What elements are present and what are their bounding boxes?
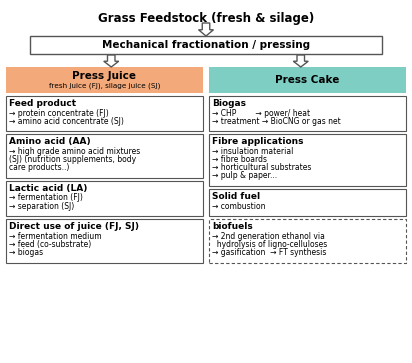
Text: Direct use of juice (FJ, SJ): Direct use of juice (FJ, SJ) bbox=[9, 222, 139, 231]
Text: Grass Feedstock (fresh & silage): Grass Feedstock (fresh & silage) bbox=[98, 12, 314, 25]
FancyBboxPatch shape bbox=[209, 96, 406, 131]
Text: → pulp & paper...: → pulp & paper... bbox=[212, 171, 277, 180]
Text: → insulation material: → insulation material bbox=[212, 147, 293, 156]
Text: → amino acid concentrate (SJ): → amino acid concentrate (SJ) bbox=[9, 117, 124, 126]
Text: → treatment → BioCNG or gas net: → treatment → BioCNG or gas net bbox=[212, 117, 341, 126]
Text: care products..): care products..) bbox=[9, 163, 69, 172]
FancyBboxPatch shape bbox=[6, 219, 203, 263]
Text: → biogas: → biogas bbox=[9, 248, 43, 257]
Text: → gasification  → FT synthesis: → gasification → FT synthesis bbox=[212, 248, 326, 257]
Text: Feed product: Feed product bbox=[9, 98, 76, 107]
Polygon shape bbox=[104, 55, 119, 67]
Text: → separation (SJ): → separation (SJ) bbox=[9, 202, 74, 211]
FancyBboxPatch shape bbox=[209, 134, 406, 186]
Text: Press Juice: Press Juice bbox=[73, 71, 136, 81]
FancyBboxPatch shape bbox=[6, 96, 203, 131]
Text: → protein concentrate (FJ): → protein concentrate (FJ) bbox=[9, 109, 109, 118]
Text: Biogas: Biogas bbox=[212, 98, 246, 107]
Text: hydrolysis of ligno-celluloses: hydrolysis of ligno-celluloses bbox=[212, 240, 327, 249]
Text: → high grade amino acid mixtures: → high grade amino acid mixtures bbox=[9, 147, 140, 156]
Text: → CHP        → power/ heat: → CHP → power/ heat bbox=[212, 109, 310, 118]
Text: fresh juice (FJ), silage juice (SJ): fresh juice (FJ), silage juice (SJ) bbox=[49, 83, 160, 89]
FancyBboxPatch shape bbox=[6, 134, 203, 178]
Text: → fermentation medium: → fermentation medium bbox=[9, 232, 102, 241]
FancyBboxPatch shape bbox=[6, 181, 203, 216]
Text: Lactic acid (LA): Lactic acid (LA) bbox=[9, 184, 87, 192]
Text: Mechanical fractionation / pressing: Mechanical fractionation / pressing bbox=[102, 40, 310, 50]
FancyBboxPatch shape bbox=[209, 189, 406, 216]
FancyBboxPatch shape bbox=[30, 36, 382, 54]
Text: → combustion: → combustion bbox=[212, 202, 265, 211]
Text: → 2nd generation ethanol via: → 2nd generation ethanol via bbox=[212, 232, 325, 241]
Polygon shape bbox=[293, 55, 308, 67]
FancyBboxPatch shape bbox=[209, 219, 406, 263]
Text: (SJ) (nutrition supplements, body: (SJ) (nutrition supplements, body bbox=[9, 155, 136, 164]
Text: → fibre boards: → fibre boards bbox=[212, 155, 267, 164]
Text: Press Cake: Press Cake bbox=[275, 75, 339, 85]
Text: Solid fuel: Solid fuel bbox=[212, 192, 260, 201]
Text: Fibre applications: Fibre applications bbox=[212, 137, 304, 146]
Polygon shape bbox=[199, 23, 213, 36]
Text: biofuels: biofuels bbox=[212, 222, 253, 231]
Text: → fermentation (FJ): → fermentation (FJ) bbox=[9, 193, 83, 203]
Text: → feed (co-substrate): → feed (co-substrate) bbox=[9, 240, 91, 249]
FancyBboxPatch shape bbox=[209, 67, 406, 93]
Text: Amino acid (AA): Amino acid (AA) bbox=[9, 137, 91, 146]
Text: → horticultural substrates: → horticultural substrates bbox=[212, 163, 311, 172]
FancyBboxPatch shape bbox=[6, 67, 203, 93]
